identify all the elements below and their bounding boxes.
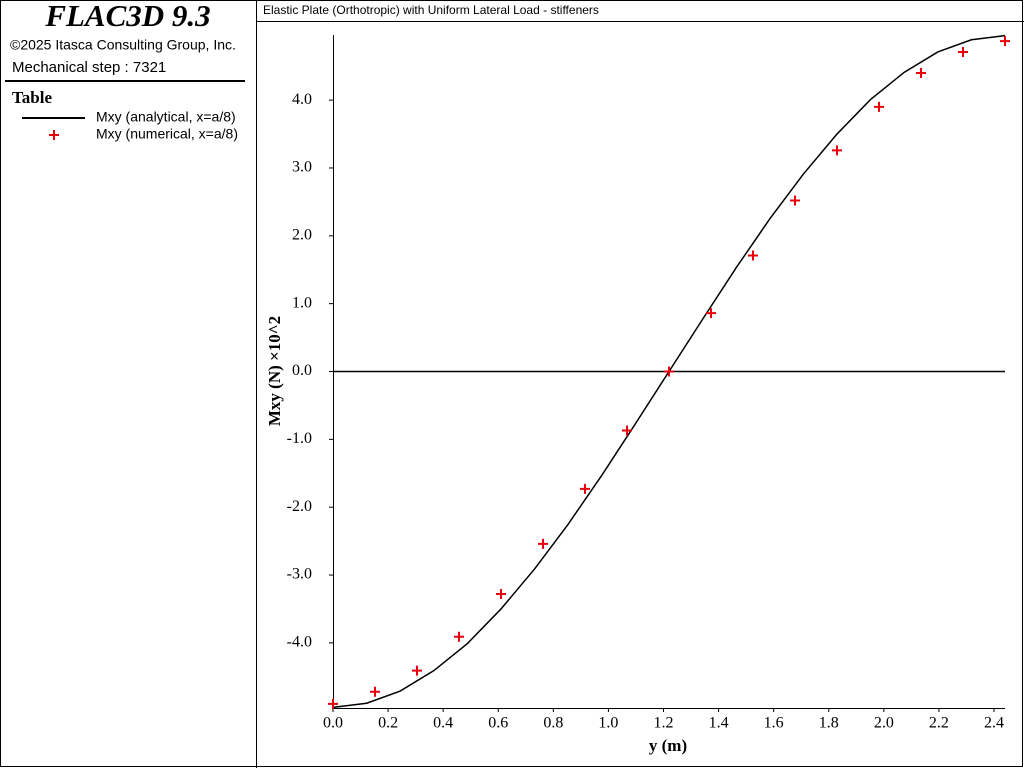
data-point	[328, 698, 338, 709]
y-tick-label: -2.0	[287, 498, 312, 515]
x-tick-label: 2.2	[929, 715, 949, 732]
y-tick-label: 4.0	[292, 91, 312, 108]
legend-label: Mxy (numerical, x=a/8)	[96, 126, 238, 142]
step: Mechanical step : 7321	[12, 59, 166, 76]
x-tick-label: 2.0	[874, 715, 894, 732]
x-tick-label: 0.8	[543, 715, 563, 732]
app-title: FLAC3D 9.3	[44, 0, 210, 33]
x-tick-label: 0.2	[378, 715, 398, 732]
copyright: ©2025 Itasca Consulting Group, Inc.	[10, 37, 236, 53]
data-point	[958, 46, 968, 57]
data-point	[454, 631, 464, 642]
data-point	[664, 366, 674, 377]
x-tick-label: 1.0	[598, 715, 618, 732]
data-point	[1000, 36, 1010, 47]
x-tick-label: 1.2	[653, 715, 673, 732]
x-tick-label: 0.4	[433, 715, 453, 732]
data-point	[706, 308, 716, 319]
y-tick-label: 1.0	[292, 294, 312, 311]
y-tick-label: 3.0	[292, 159, 312, 176]
data-point	[874, 101, 884, 112]
data-point	[496, 589, 506, 600]
y-tick-label: -4.0	[287, 634, 312, 651]
data-point	[370, 686, 380, 697]
y-tick-label: -1.0	[287, 430, 312, 447]
data-point	[790, 195, 800, 206]
x-tick-label: 2.4	[984, 715, 1004, 732]
y-tick-label: -3.0	[287, 566, 312, 583]
x-tick-label: 0.6	[488, 715, 508, 732]
data-point	[580, 483, 590, 494]
data-point	[832, 145, 842, 156]
x-tick-label: 1.6	[764, 715, 784, 732]
y-tick-label: 0.0	[292, 362, 312, 379]
data-point	[916, 67, 926, 78]
legend-title: Table	[12, 88, 52, 107]
chart-title: Elastic Plate (Orthotropic) with Uniform…	[263, 3, 599, 17]
data-point	[748, 250, 758, 261]
y-axis-label: Mxy (N) ×10^2	[265, 316, 284, 426]
legend-marker	[49, 130, 59, 140]
data-point	[538, 538, 548, 549]
y-tick-label: 2.0	[292, 226, 312, 243]
data-point	[412, 665, 422, 676]
x-tick-label: 1.4	[709, 715, 729, 732]
legend-label: Mxy (analytical, x=a/8)	[96, 109, 236, 125]
x-axis-label: y (m)	[649, 736, 687, 755]
data-point	[622, 425, 632, 436]
x-tick-label: 0.0	[323, 715, 343, 732]
x-tick-label: 1.8	[819, 715, 839, 732]
